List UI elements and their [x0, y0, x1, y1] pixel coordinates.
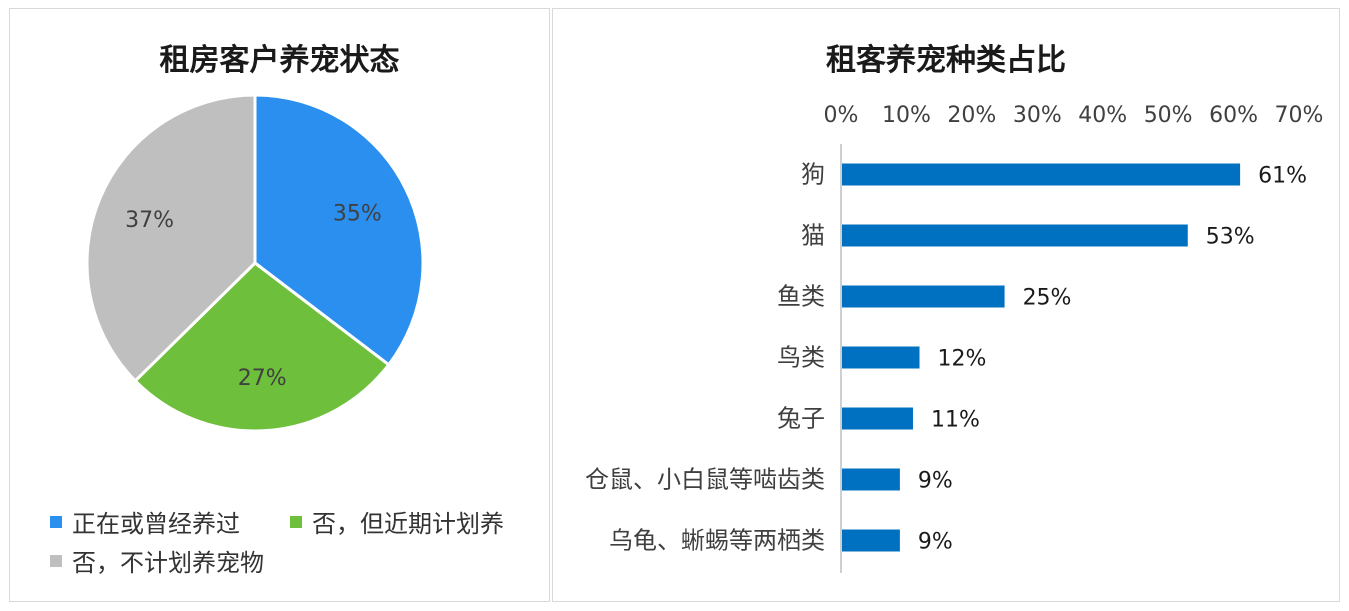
- bar-5: [842, 468, 900, 491]
- category-label-1: 猫: [801, 222, 825, 250]
- legend-item-1: 否，但近期计划养: [290, 504, 504, 539]
- legend-swatch-2: [50, 554, 62, 567]
- category-label-5: 仓鼠、小白鼠等啮齿类: [585, 466, 825, 494]
- legend-item-2: 否，不计划养宠物: [50, 543, 264, 578]
- pie-chart: 35% 27% 37%: [85, 93, 425, 433]
- bar-3: [842, 346, 920, 369]
- bar-6: [842, 529, 900, 552]
- pie-chart-title: 租房客户养宠状态: [159, 43, 400, 78]
- x-tick-label-2: 20%: [947, 103, 996, 128]
- data-label-5: 9%: [918, 469, 953, 494]
- category-label-2: 鱼类: [777, 283, 825, 311]
- data-label-3: 12%: [938, 347, 987, 372]
- category-label-3: 鸟类: [777, 344, 825, 372]
- legend-item-0: 正在或曾经养过: [50, 504, 240, 539]
- bar-chart-title: 租客养宠种类占比: [826, 43, 1066, 78]
- pie-slice-2: [85, 93, 257, 383]
- legend-swatch-1: [290, 515, 302, 528]
- data-label-0: 61%: [1258, 164, 1307, 189]
- bar-chart: 0% 10% 20% 30% 40% 50% 60% 70% 狗 61% 猫 53% 鱼类 25% 鸟类 12…: [585, 103, 1324, 573]
- x-tick-label-3: 30%: [1013, 103, 1062, 128]
- bar-1: [842, 224, 1188, 247]
- x-tick-label-6: 60%: [1209, 103, 1258, 128]
- pie-label-1: 27%: [238, 366, 287, 391]
- x-tick-label-5: 50%: [1144, 103, 1193, 128]
- pie-label-2: 37%: [125, 208, 174, 233]
- pie-slice-0: [253, 93, 425, 367]
- category-label-6: 乌龟、蜥蜴等两栖类: [609, 527, 825, 555]
- data-label-4: 11%: [931, 408, 980, 433]
- x-tick-label-7: 70%: [1275, 103, 1324, 128]
- data-label-1: 53%: [1206, 225, 1255, 250]
- bar-chart-panel: 租客养宠种类占比 0% 10% 20% 30% 40% 50% 60% 70% 狗 61% 猫 53%…: [552, 8, 1340, 602]
- legend-label-2: 否，不计划养宠物: [72, 549, 264, 577]
- x-tick-label-1: 10%: [882, 103, 931, 128]
- bar-2: [842, 285, 1005, 308]
- pie-chart-panel: 租房客户养宠状态 35% 27% 37% 正在或曾经养过 否，但近期计划养 否，不计…: [9, 8, 550, 602]
- bar-4: [842, 407, 913, 430]
- x-tick-label-4: 40%: [1078, 103, 1127, 128]
- legend-swatch-0: [50, 515, 62, 528]
- data-label-6: 9%: [918, 530, 953, 555]
- data-label-2: 25%: [1023, 286, 1072, 311]
- pie-slice-1: [133, 261, 391, 433]
- category-label-0: 狗: [801, 161, 825, 189]
- category-label-4: 兔子: [777, 405, 825, 433]
- x-tick-label-0: 0%: [824, 103, 859, 128]
- pie-label-0: 35%: [333, 201, 382, 226]
- legend-label-1: 否，但近期计划养: [312, 510, 504, 538]
- bar-0: [842, 163, 1241, 186]
- legend-label-0: 正在或曾经养过: [72, 510, 240, 538]
